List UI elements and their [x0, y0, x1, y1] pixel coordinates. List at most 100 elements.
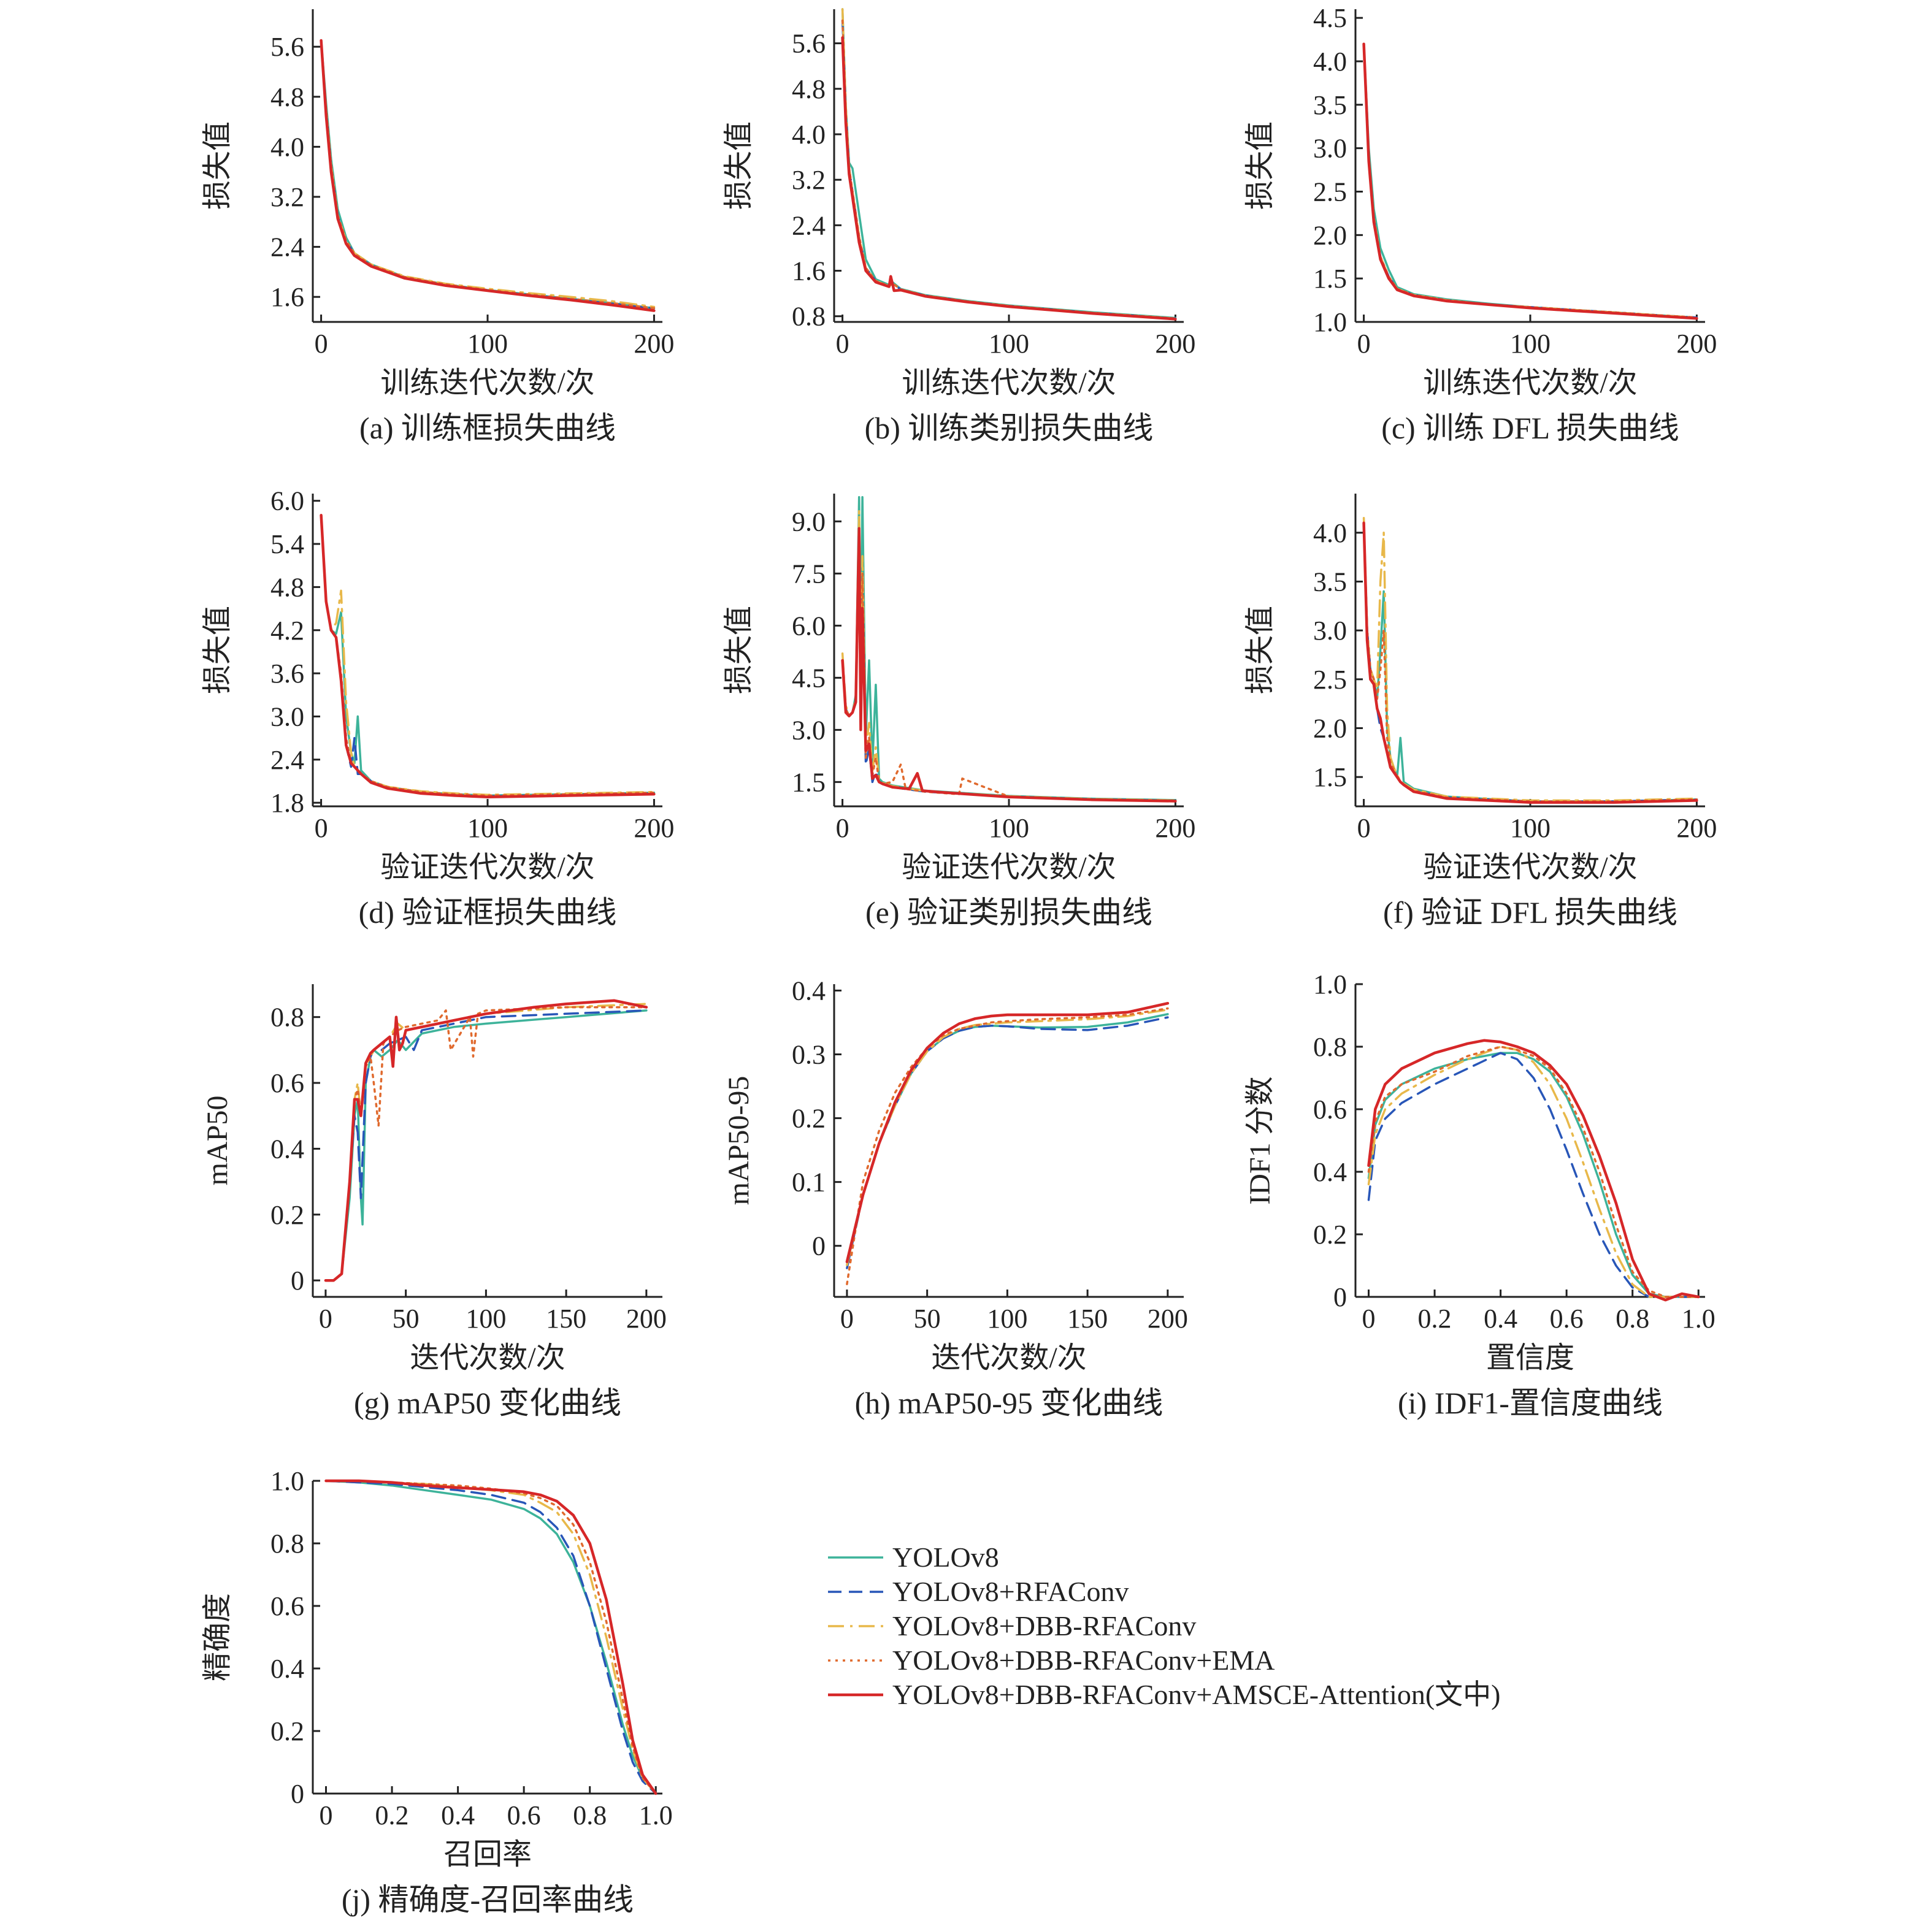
x-axis-label: 验证迭代次数/次 [380, 851, 594, 884]
series-line-5 [324, 1479, 657, 1795]
series-group [320, 513, 656, 799]
series-line-2 [320, 514, 656, 798]
y-axis-label: 损失值 [1244, 606, 1276, 694]
series-line-5 [1367, 1039, 1700, 1302]
y-tick-label: 6.0 [792, 611, 826, 641]
y-tick-label: 2.0 [1313, 714, 1347, 744]
x-tick-label: 100 [989, 329, 1029, 359]
x-tick-label: 50 [914, 1304, 941, 1334]
series-line-1 [324, 1480, 657, 1795]
series-line-5 [1362, 42, 1698, 320]
panel-caption: (a) 训练框损失曲线 [359, 411, 616, 445]
x-axis-label: 验证迭代次数/次 [1423, 851, 1637, 884]
x-tick-label: 0 [315, 329, 328, 359]
y-axis-label: 损失值 [1244, 121, 1276, 210]
y-tick-label: 2.4 [270, 745, 304, 775]
series-line-5 [320, 39, 656, 312]
y-tick-label: 4.5 [1313, 3, 1347, 33]
series-line-5 [1362, 521, 1698, 804]
x-tick-label: 0.2 [375, 1800, 409, 1830]
series-line-4 [846, 1007, 1169, 1285]
x-tick-label: 0 [1362, 1304, 1376, 1334]
y-tick-label: 7.5 [792, 559, 826, 589]
series-group [841, 8, 1177, 321]
series-group [1362, 42, 1698, 320]
x-tick-label: 0.8 [1616, 1304, 1649, 1334]
x-axis-label: 置信度 [1486, 1342, 1574, 1374]
y-tick-label: 0 [291, 1779, 304, 1809]
panel-caption: (h) mAP50-95 变化曲线 [855, 1386, 1163, 1420]
y-tick-label: 0.2 [270, 1716, 304, 1746]
x-tick-label: 200 [1148, 1304, 1188, 1334]
series-group [324, 999, 648, 1282]
x-tick-label: 100 [1510, 329, 1551, 359]
y-tick-label: 3.6 [270, 659, 304, 689]
y-axis-label: 损失值 [201, 606, 234, 694]
y-axis-label: 损失值 [723, 121, 755, 210]
y-tick-label: 0.6 [1313, 1095, 1347, 1125]
y-tick-label: 2.5 [1313, 177, 1347, 207]
x-tick-label: 100 [1510, 813, 1551, 843]
y-tick-label: 3.5 [1313, 90, 1347, 120]
x-axis-label: 训练迭代次数/次 [902, 367, 1116, 399]
y-tick-label: 4.0 [792, 120, 826, 150]
y-tick-label: 0.3 [792, 1039, 826, 1069]
x-tick-label: 0 [319, 1304, 332, 1334]
y-tick-label: 0.4 [270, 1134, 304, 1164]
y-tick-label: 2.4 [792, 210, 826, 240]
y-tick-label: 2.4 [270, 232, 304, 262]
y-tick-label: 3.5 [1313, 567, 1347, 597]
panel-caption: (j) 精确度-召回率曲线 [342, 1882, 634, 1917]
x-tick-label: 1.0 [639, 1800, 673, 1830]
y-tick-label: 4.8 [270, 82, 304, 112]
series-group [320, 39, 656, 312]
x-tick-label: 1.0 [1682, 1304, 1715, 1334]
panel-caption: (i) IDF1-置信度曲线 [1398, 1386, 1663, 1420]
x-tick-label: 0.4 [1484, 1304, 1517, 1334]
y-tick-label: 0 [291, 1266, 304, 1296]
x-tick-label: 0 [320, 1800, 333, 1830]
y-tick-label: 1.6 [792, 256, 826, 286]
x-tick-label: 0.8 [573, 1800, 607, 1830]
panel-h: 0 0.1 0.2 0.3 0.4 0 50 100 150 200 mAP50-95 迭代次数/次 (… [723, 976, 1188, 1420]
y-tick-label: 9.0 [792, 506, 826, 537]
legend-label-4: YOLOv8+DBB-RFAConv+EMA [892, 1645, 1275, 1676]
legend-label-3: YOLOv8+DBB-RFAConv [892, 1610, 1196, 1641]
series-line-3 [1367, 1045, 1700, 1298]
y-axis-label: 损失值 [201, 121, 234, 210]
y-tick-label: 1.0 [270, 1466, 304, 1496]
y-tick-label: 0.6 [270, 1068, 304, 1098]
y-tick-label: 4.0 [1313, 47, 1347, 77]
x-tick-label: 150 [546, 1304, 586, 1334]
y-axis-label: IDF1 分数 [1244, 1076, 1276, 1204]
x-tick-label: 200 [634, 813, 674, 843]
y-axis-label: 精确度 [201, 1593, 234, 1681]
y-tick-label: 3.2 [270, 182, 304, 212]
x-axis-label: 验证迭代次数/次 [902, 851, 1116, 884]
panel-caption: (c) 训练 DFL 损失曲线 [1381, 411, 1679, 445]
y-axis-label: mAP50 [201, 1096, 234, 1186]
x-tick-label: 150 [1067, 1304, 1108, 1334]
x-tick-label: 0 [836, 813, 849, 843]
y-tick-label: 0.6 [270, 1591, 304, 1621]
y-tick-label: 1.6 [270, 282, 304, 312]
x-tick-label: 200 [1676, 329, 1717, 359]
y-tick-label: 2.5 [1313, 665, 1347, 695]
y-tick-label: 1.5 [1313, 264, 1347, 294]
y-tick-label: 1.0 [1313, 307, 1347, 337]
series-group [845, 1001, 1170, 1285]
panel-g: 0 0.2 0.4 0.6 0.8 0 50 100 150 200 mAP50 迭代次数/次 (g) … [201, 984, 667, 1420]
y-tick-label: 4.8 [792, 74, 826, 104]
series-line-5 [845, 1001, 1170, 1264]
panel-caption: (d) 验证框损失曲线 [359, 895, 617, 930]
series-line-5 [841, 527, 1177, 803]
x-tick-label: 100 [466, 1304, 506, 1334]
y-tick-label: 4.0 [1313, 518, 1347, 548]
y-axis-label: 损失值 [723, 606, 755, 694]
series-line-5 [841, 36, 1177, 321]
y-tick-label: 0.8 [270, 1003, 304, 1033]
x-axis-label: 训练迭代次数/次 [1423, 367, 1637, 399]
legend-label-2: YOLOv8+RFAConv [892, 1576, 1129, 1607]
